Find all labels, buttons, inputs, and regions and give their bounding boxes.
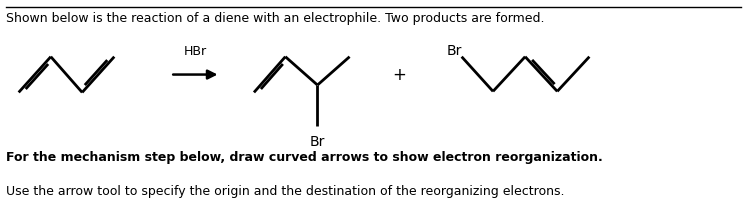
- Text: Br: Br: [447, 45, 462, 58]
- Text: For the mechanism step below, draw curved arrows to show electron reorganization: For the mechanism step below, draw curve…: [6, 151, 603, 164]
- Text: Br: Br: [310, 135, 325, 150]
- Text: +: +: [393, 66, 406, 84]
- Text: Use the arrow tool to specify the origin and the destination of the reorganizing: Use the arrow tool to specify the origin…: [6, 185, 565, 198]
- Text: HBr: HBr: [185, 45, 207, 58]
- Text: Shown below is the reaction of a diene with an electrophile. Two products are fo: Shown below is the reaction of a diene w…: [6, 12, 545, 25]
